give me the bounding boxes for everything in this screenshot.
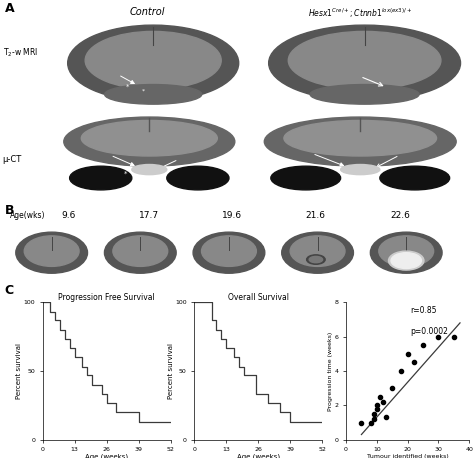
X-axis label: Age (weeks): Age (weeks) — [237, 454, 280, 458]
Point — [370, 410, 377, 418]
Point — [404, 350, 411, 357]
Ellipse shape — [70, 166, 132, 190]
Text: C: C — [5, 284, 14, 297]
Text: *: * — [126, 84, 129, 90]
Point — [370, 415, 377, 423]
Ellipse shape — [193, 232, 265, 273]
Ellipse shape — [389, 251, 424, 270]
Text: Control: Control — [129, 7, 164, 17]
Title: Overall Survival: Overall Survival — [228, 293, 289, 301]
Ellipse shape — [290, 236, 345, 267]
Ellipse shape — [282, 232, 354, 273]
Y-axis label: Progression time (weeks): Progression time (weeks) — [328, 331, 333, 411]
Text: μ-CT: μ-CT — [3, 155, 22, 164]
Point — [379, 398, 387, 406]
Ellipse shape — [104, 232, 176, 273]
Text: 19.6: 19.6 — [222, 211, 242, 220]
Text: *: * — [142, 88, 145, 93]
Ellipse shape — [269, 25, 461, 101]
Ellipse shape — [309, 256, 323, 263]
Text: 17.7: 17.7 — [139, 211, 159, 220]
Ellipse shape — [16, 232, 88, 273]
Text: 22.6: 22.6 — [391, 211, 410, 220]
Point — [435, 333, 442, 340]
Ellipse shape — [284, 120, 437, 156]
Ellipse shape — [85, 32, 221, 89]
Ellipse shape — [264, 117, 456, 166]
Point — [389, 385, 396, 392]
Ellipse shape — [113, 236, 168, 267]
Ellipse shape — [81, 120, 217, 156]
Point — [373, 402, 381, 409]
Text: B: B — [5, 204, 14, 217]
Text: r=0.85: r=0.85 — [410, 306, 437, 316]
Ellipse shape — [391, 253, 421, 268]
Ellipse shape — [310, 85, 419, 104]
Point — [376, 393, 384, 400]
Title: Progression Free Survival: Progression Free Survival — [58, 293, 155, 301]
Ellipse shape — [271, 166, 341, 190]
Text: *: * — [124, 170, 128, 176]
Ellipse shape — [380, 166, 450, 190]
Text: Age(wks): Age(wks) — [9, 211, 45, 220]
Ellipse shape — [68, 25, 239, 101]
Ellipse shape — [341, 164, 380, 174]
X-axis label: Age (weeks): Age (weeks) — [85, 454, 128, 458]
Y-axis label: Percent survival: Percent survival — [168, 343, 173, 399]
Ellipse shape — [167, 166, 229, 190]
Text: A: A — [5, 2, 14, 15]
X-axis label: Tumour identified (weeks): Tumour identified (weeks) — [367, 454, 448, 458]
Point — [373, 405, 381, 412]
Ellipse shape — [201, 236, 256, 267]
Ellipse shape — [132, 164, 167, 174]
Ellipse shape — [307, 255, 325, 264]
Point — [367, 419, 374, 426]
Point — [450, 333, 457, 340]
Point — [398, 367, 405, 375]
Point — [419, 342, 427, 349]
Text: 9.6: 9.6 — [62, 211, 76, 220]
Ellipse shape — [105, 85, 202, 104]
Ellipse shape — [370, 232, 442, 273]
Text: p=0.0002: p=0.0002 — [410, 327, 448, 336]
Point — [410, 359, 418, 366]
Ellipse shape — [64, 117, 235, 166]
Text: 21.6: 21.6 — [305, 211, 325, 220]
Point — [382, 414, 390, 421]
Ellipse shape — [379, 236, 434, 267]
Ellipse shape — [24, 236, 79, 267]
Text: $\mathit{Hesx1}^{Cre/+}$$\mathit{;Ctnnb1}^{lox(ex3)/+}$: $\mathit{Hesx1}^{Cre/+}$$\mathit{;Ctnnb1… — [308, 6, 412, 20]
Ellipse shape — [288, 32, 441, 89]
Y-axis label: Percent survival: Percent survival — [16, 343, 22, 399]
Text: T$_2$-w MRI: T$_2$-w MRI — [3, 47, 38, 59]
Point — [357, 419, 365, 426]
